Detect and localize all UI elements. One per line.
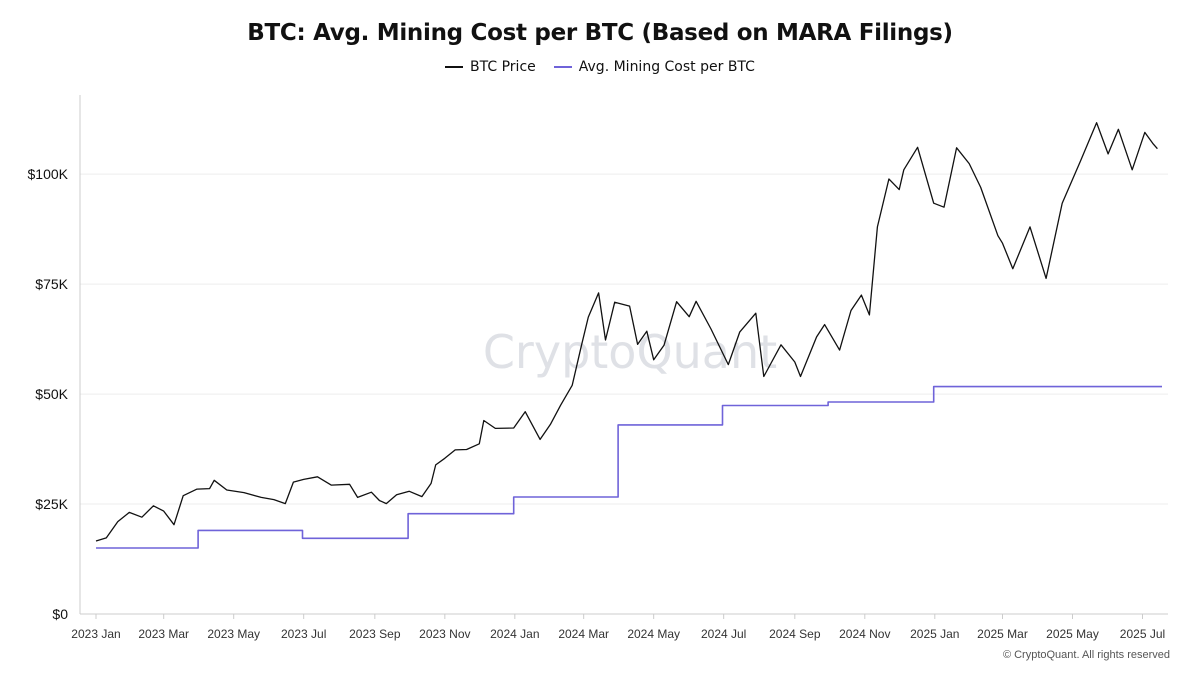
x-tick-label: 2024 Sep	[769, 627, 821, 641]
legend-label-btc-price: BTC Price	[470, 59, 536, 75]
watermark: CryptoQuant	[483, 325, 777, 379]
x-tick-label: 2023 Jul	[281, 627, 326, 641]
legend-item-btc-price[interactable]: BTC Price	[445, 59, 536, 75]
series-line-mining-cost	[96, 385, 1162, 549]
x-tick-label: 2025 May	[1046, 627, 1099, 641]
legend-item-mining-cost[interactable]: Avg. Mining Cost per BTC	[553, 59, 755, 75]
x-tick-label: 2023 Mar	[138, 627, 189, 641]
series-line-btc-price	[95, 122, 1158, 542]
y-tick-label: $0	[52, 606, 68, 622]
x-tick-label: 2025 Jul	[1120, 627, 1165, 641]
x-tick-label: 2023 Sep	[349, 627, 401, 641]
legend: BTC Price Avg. Mining Cost per BTC	[0, 59, 1200, 75]
footer-copyright: © CryptoQuant. All rights reserved	[1002, 649, 1170, 661]
x-tick-label: 2024 Nov	[839, 627, 890, 641]
x-tick-label: 2025 Jan	[910, 627, 959, 641]
legend-swatch-btc-price	[445, 66, 464, 68]
x-tick-label: 2024 May	[627, 627, 680, 641]
x-tick-label: 2025 Mar	[977, 627, 1028, 641]
x-tick-label: 2024 Mar	[558, 627, 609, 641]
x-tick-label: 2024 Jul	[701, 627, 746, 641]
legend-label-mining-cost: Avg. Mining Cost per BTC	[578, 59, 755, 75]
x-tick-label: 2023 Jan	[71, 627, 120, 641]
y-tick-label: $100K	[28, 166, 69, 182]
legend-swatch-mining-cost	[553, 66, 572, 68]
chart-title: BTC: Avg. Mining Cost per BTC (Based on …	[247, 20, 953, 46]
x-tick-label: 2023 May	[207, 627, 260, 641]
y-tick-label: $50K	[35, 386, 68, 402]
y-tick-label: $25K	[35, 496, 68, 512]
y-tick-label: $75K	[35, 276, 68, 292]
x-tick-label: 2024 Jan	[490, 627, 539, 641]
x-tick-label: 2023 Nov	[419, 627, 470, 641]
